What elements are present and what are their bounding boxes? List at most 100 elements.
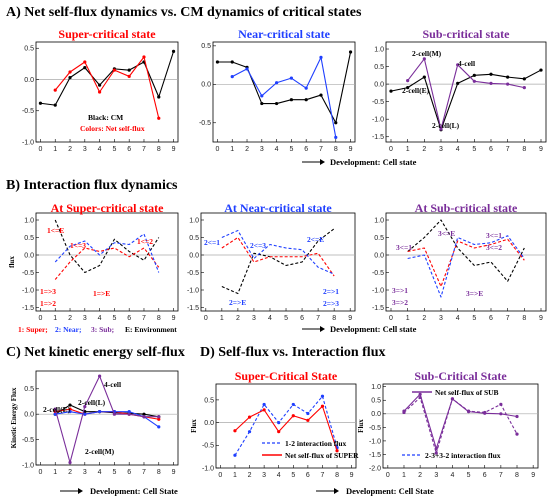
data-point: [127, 74, 131, 78]
x-tick-label: 5: [472, 146, 476, 153]
label-2-from-3: 2<=3: [250, 241, 266, 250]
series-0: [389, 68, 543, 132]
footer-a: Development: Cell state: [302, 157, 417, 167]
y-tick-label: -1.5: [372, 305, 384, 312]
x-tick-label: 6: [306, 472, 310, 479]
series-line: [390, 69, 542, 131]
data-point: [348, 50, 353, 54]
y-tick-label: 0.5: [201, 43, 211, 50]
series-line: [54, 247, 160, 280]
data-point: [472, 73, 476, 77]
data-point: [418, 395, 422, 400]
x-tick-label: 2: [68, 146, 72, 153]
x-tick-label: 3: [260, 146, 264, 153]
section-a-title: A) Net self-flux dynamics vs. CM dynamic…: [6, 5, 362, 20]
plot-frame: [385, 212, 547, 312]
x-tick-label: 0: [218, 472, 222, 479]
chart-title: Sub-critical state: [423, 27, 511, 41]
data-point: [83, 66, 87, 70]
y-tick-label: -1.0: [369, 438, 381, 445]
y-axis-label: Kinetic Energy Flux: [10, 387, 18, 448]
series-0: [407, 219, 525, 282]
series-line: [221, 236, 335, 277]
data-point: [112, 68, 116, 72]
label-c-2cell-e: 2-cell(E): [43, 405, 71, 414]
data-point: [112, 412, 116, 416]
y-tick-label: 0.5: [371, 398, 381, 405]
data-point: [171, 49, 176, 53]
data-point: [233, 429, 237, 433]
label-2-to-3: 2=>3: [323, 299, 339, 308]
series-line: [54, 56, 160, 119]
chart-b3: 1.0 0.5 0.0 -0.5 -1.0 -1.5 0 1 2 3 4 5 6 7 8 9 At Sub-cr…: [372, 201, 547, 322]
data-point: [247, 415, 252, 419]
series-1: [233, 404, 339, 453]
footer-c: Development: Cell State: [60, 486, 178, 496]
x-tick-label: 2: [68, 469, 72, 476]
data-point: [142, 55, 146, 59]
data-point: [68, 410, 72, 414]
data-point: [142, 415, 146, 419]
plot-frame: [382, 383, 539, 469]
x-tick-label: 4: [268, 315, 272, 322]
x-tick-label: 0: [38, 315, 42, 322]
label-2-from-E: 2<=E: [307, 235, 324, 244]
arrowhead-icon: [320, 159, 325, 165]
x-tick-label: 9: [348, 315, 352, 322]
y-tick-label: -0.5: [372, 270, 384, 277]
series-0: [221, 228, 335, 295]
legend-b-super: 1: Super;: [18, 325, 48, 334]
y-tick-label: -0.5: [202, 443, 214, 450]
y-tick-label: -1.5: [369, 452, 381, 459]
chart-d1: 0.5 0.0 -0.5 -1.0 0 1 2 3 4 5 6 7 8 9 Super-Critical S…: [190, 369, 357, 479]
arrowhead-icon: [320, 326, 325, 332]
data-point: [53, 407, 57, 411]
x-tick-label: 1: [406, 315, 410, 322]
series-line: [407, 219, 525, 282]
data-point: [402, 410, 406, 415]
x-tick-label: 1: [220, 315, 224, 322]
data-point: [472, 79, 476, 83]
y-axis-label: Flux: [190, 419, 198, 433]
data-point: [275, 101, 279, 106]
data-point: [456, 81, 460, 86]
y-tick-label: 0.5: [189, 235, 199, 242]
legend-b: 1: Super; 2: Near; 3: Sub; E: Environmen…: [18, 325, 177, 334]
data-point: [245, 67, 249, 71]
annotation-black-cm: Black: CM: [88, 113, 123, 122]
data-point: [506, 75, 510, 79]
series-1: [402, 395, 519, 455]
data-point: [291, 414, 295, 418]
data-point: [98, 83, 102, 87]
data-point: [127, 68, 131, 72]
label-2cell-l: 2-cell(L): [432, 121, 460, 130]
x-tick-label: 6: [483, 472, 487, 479]
data-point: [450, 397, 455, 401]
data-point: [522, 77, 526, 81]
annotation-colors: Colors: Net self-flux: [80, 124, 145, 133]
data-point: [277, 430, 281, 434]
data-point: [247, 430, 252, 434]
plot-frame: [385, 41, 547, 143]
arrowhead-icon: [334, 488, 339, 494]
x-tick-label: 5: [467, 472, 471, 479]
data-point: [157, 425, 161, 429]
label-3-to-1: 3=>1: [392, 286, 408, 295]
data-point: [83, 404, 87, 409]
data-point: [157, 95, 161, 99]
label-1-to-2: 1=>2: [40, 299, 56, 308]
x-tick-label: 5: [112, 469, 116, 476]
label-c-2cell-l: 2-cell(L): [78, 398, 106, 407]
x-tick-label: 8: [334, 146, 338, 153]
x-tick-label: 6: [489, 315, 493, 322]
data-point: [291, 402, 295, 407]
y-tick-label: -0.5: [187, 270, 199, 277]
y-tick-label: -1.0: [22, 462, 34, 469]
y-tick-label: 0.0: [374, 82, 384, 89]
series-0: [233, 394, 339, 457]
chart-title: Sub-Critical State: [414, 369, 507, 383]
chart-title: At Sub-critical state: [415, 201, 518, 215]
x-tick-label: 1: [230, 146, 234, 153]
x-tick-label: 4: [456, 146, 460, 153]
chart-title: Super-critical state: [58, 27, 156, 41]
